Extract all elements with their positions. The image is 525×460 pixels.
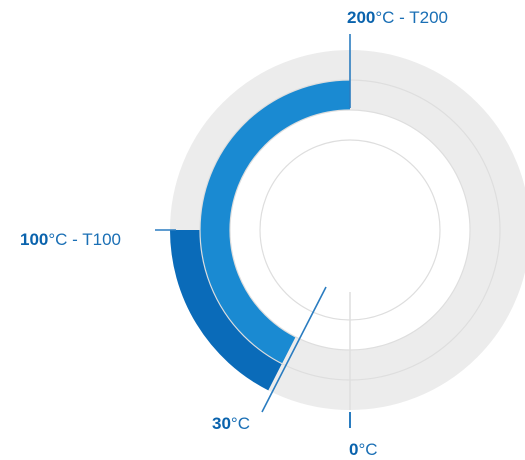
gauge-inner-hole [290, 170, 410, 290]
t200-value: 200 [347, 8, 376, 27]
min30-marker-line [261, 286, 327, 413]
t200-suffix: - T200 [394, 8, 449, 27]
t200-unit: °C [375, 8, 395, 27]
t100-label: 100°C - T100 [20, 230, 121, 250]
t200-band [200, 80, 351, 364]
min30-label: 30°C [212, 414, 250, 434]
zero-label: 0°C [349, 440, 378, 460]
min30-value: 30 [212, 414, 231, 433]
zero-value: 0 [349, 440, 359, 459]
min30-unit: °C [230, 414, 250, 433]
t100-unit: °C [48, 230, 68, 249]
zero-unit: °C [358, 440, 378, 459]
t100-value: 100 [20, 230, 49, 249]
t200-label: 200°C - T200 [347, 8, 448, 28]
t100-suffix: - T100 [67, 230, 122, 249]
